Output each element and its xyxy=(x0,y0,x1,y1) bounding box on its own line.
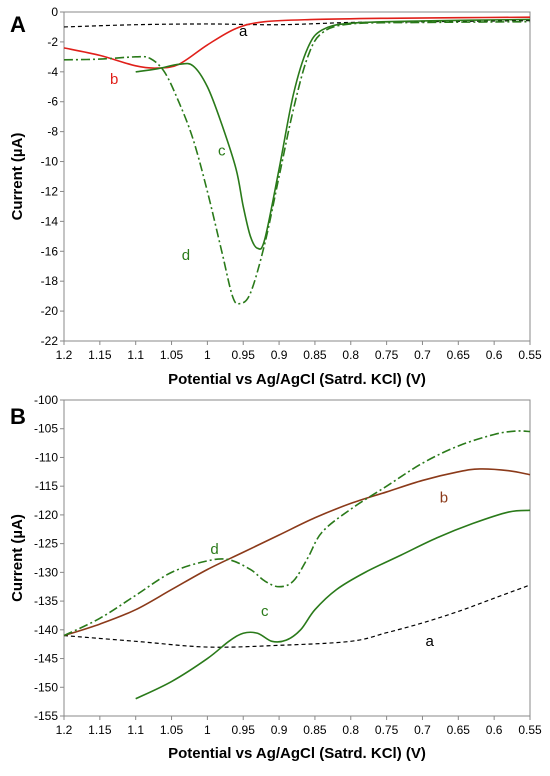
curve-label-a: a xyxy=(425,633,434,650)
x-axis-title: Potential vs Ag/AgCl (Satrd. KCl) (V) xyxy=(168,745,426,762)
y-axis-title: Current (µA) xyxy=(9,514,26,602)
x-tick-label: 0.6 xyxy=(486,723,503,737)
series-line-d xyxy=(63,20,531,305)
x-tick-label: 0.8 xyxy=(342,348,359,362)
x-tick-label: 0.9 xyxy=(271,723,288,737)
series-line-d xyxy=(63,430,531,637)
y-tick-label: -8 xyxy=(47,125,58,139)
y-tick-label: -6 xyxy=(47,95,58,109)
y-tick-label: -145 xyxy=(34,652,58,666)
y-tick-label: -4 xyxy=(47,65,58,79)
y-tick-label: 0 xyxy=(51,5,58,19)
panel-a: 0 -2 -4 -6 -8 -10 -12 -14 -16 -18 -20 -221.2 1.15 1.1… xyxy=(9,5,542,388)
curve-label-c: c xyxy=(261,603,269,620)
curve-label-d: d xyxy=(210,541,218,558)
y-tick-label: -2 xyxy=(47,35,58,49)
y-tick-label: -20 xyxy=(41,304,59,318)
y-tick-label: -12 xyxy=(41,184,59,198)
x-tick-label: 1 xyxy=(204,348,211,362)
x-tick-label: 0.9 xyxy=(271,348,288,362)
y-axis-title: Current (µA) xyxy=(9,133,26,221)
x-tick-label: 0.7 xyxy=(414,723,431,737)
plot-area xyxy=(63,399,531,717)
x-tick-label: 0.85 xyxy=(303,723,327,737)
y-tick-label: -140 xyxy=(34,623,58,637)
panel-b: -100 -105 -110 -115 -120 -125 -130 -135 -140 -145… xyxy=(9,393,542,762)
y-tick-label: -22 xyxy=(41,334,59,348)
x-axis-title: Potential vs Ag/AgCl (Satrd. KCl) (V) xyxy=(168,371,426,388)
series-line-b xyxy=(63,468,531,637)
x-tick-label: 1.05 xyxy=(160,348,184,362)
curve-label-a: a xyxy=(239,23,248,40)
curve-label-b: b xyxy=(110,71,118,88)
panel-label: B xyxy=(10,404,26,429)
panel-label: A xyxy=(10,12,26,37)
x-tick-label: 0.75 xyxy=(375,348,399,362)
x-tick-label: 0.95 xyxy=(232,348,256,362)
y-tick-label: -14 xyxy=(41,214,59,228)
curve-label-d: d xyxy=(182,247,190,264)
y-tick-label: -120 xyxy=(34,508,58,522)
x-tick-label: 0.65 xyxy=(447,723,471,737)
series-line-a xyxy=(63,20,531,28)
y-tick-label: -150 xyxy=(34,680,58,694)
series-line-a xyxy=(63,584,531,648)
x-tick-label: 0.95 xyxy=(232,723,256,737)
y-tick-label: -16 xyxy=(41,244,59,258)
x-tick-label: 1.2 xyxy=(56,723,73,737)
x-tick-label: 0.6 xyxy=(486,348,503,362)
y-tick-label: -10 xyxy=(41,155,59,169)
x-tick-label: 1.1 xyxy=(127,723,144,737)
series-line-b xyxy=(63,16,531,69)
series-line-c xyxy=(135,509,531,700)
x-tick-label: 0.55 xyxy=(518,348,542,362)
x-tick-label: 0.7 xyxy=(414,348,431,362)
curve-label-b: b xyxy=(440,489,448,506)
x-tick-label: 0.85 xyxy=(303,348,327,362)
x-tick-label: 1 xyxy=(204,723,211,737)
x-tick-label: 0.65 xyxy=(447,348,471,362)
series-line-c xyxy=(135,18,531,250)
x-tick-label: 1.05 xyxy=(160,723,184,737)
x-tick-label: 1.1 xyxy=(127,348,144,362)
y-tick-label: -110 xyxy=(35,450,58,464)
x-tick-label: 0.55 xyxy=(518,723,542,737)
y-tick-label: -105 xyxy=(34,422,58,436)
plot-area xyxy=(63,11,531,342)
y-tick-label: -155 xyxy=(34,709,58,723)
x-tick-label: 0.8 xyxy=(342,723,359,737)
y-tick-label: -100 xyxy=(34,393,58,407)
y-tick-label: -115 xyxy=(35,479,58,493)
y-tick-label: -18 xyxy=(41,274,59,288)
y-tick-label: -130 xyxy=(34,565,58,579)
curve-label-c: c xyxy=(218,143,226,160)
y-tick-label: -125 xyxy=(34,537,58,551)
y-tick-label: -135 xyxy=(34,594,58,608)
x-tick-label: 1.15 xyxy=(88,348,112,362)
x-tick-label: 1.2 xyxy=(56,348,73,362)
x-tick-label: 0.75 xyxy=(375,723,399,737)
x-tick-label: 1.15 xyxy=(88,723,112,737)
